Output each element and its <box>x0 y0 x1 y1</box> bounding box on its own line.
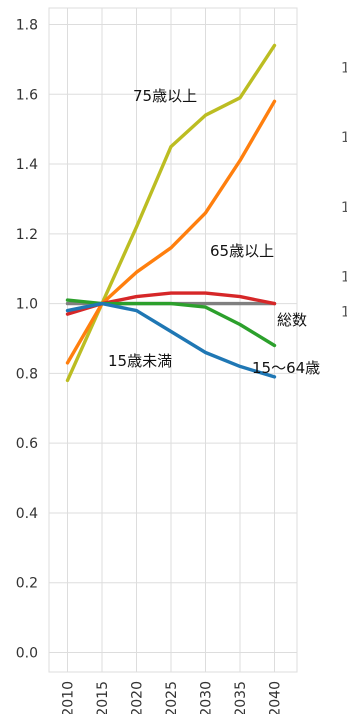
y-axis: 0.0 0.2 0.4 0.6 0.8 1.0 1.2 1.4 1.6 1.8 <box>16 18 38 662</box>
y-tick-label: 0.4 <box>16 506 38 522</box>
x-tick-label: 2015 <box>95 681 111 714</box>
gridlines <box>48 7 298 673</box>
x-tick-label: 2035 <box>233 681 249 714</box>
label-15-to-64: 15〜64歳 <box>252 359 320 377</box>
y-tick-label: 1.2 <box>16 227 38 243</box>
x-tick-label: 2020 <box>130 681 146 714</box>
y-tick-label: 0.2 <box>16 576 38 592</box>
y-tick-label: 1.8 <box>16 18 38 34</box>
cropped-tick-label: 1 <box>341 60 347 76</box>
cropped-tick-label: 1 <box>341 305 347 321</box>
cropped-tick-label: 1 <box>341 130 347 146</box>
label-under-15: 15歳未満 <box>108 352 172 370</box>
label-75-and-over: 75歳以上 <box>133 87 197 105</box>
y-tick-label: 0.8 <box>16 366 38 382</box>
cropped-tick-label: 1 <box>341 200 347 216</box>
label-total: 総数 <box>277 311 307 329</box>
x-tick-label: 2040 <box>268 681 284 714</box>
series-lines <box>65 43 277 383</box>
x-tick-label: 2025 <box>164 681 180 714</box>
cropped-tick-label: 1 <box>341 270 347 286</box>
y-tick-label: 1.6 <box>16 87 38 103</box>
x-tick-label: 2030 <box>199 681 215 714</box>
y-tick-label: 1.0 <box>16 297 38 313</box>
x-tick-label: 2010 <box>61 681 77 714</box>
y-tick-label: 0.6 <box>16 436 38 452</box>
cropped-right-axis: 1 1 1 1 1 <box>341 60 347 320</box>
label-65-and-over: 65歳以上 <box>210 242 274 260</box>
y-tick-label: 1.4 <box>16 157 38 173</box>
y-tick-label: 0.0 <box>16 646 38 662</box>
x-axis: 2010 2015 2020 2025 2030 2035 2040 <box>61 681 284 714</box>
plot-frame <box>48 7 298 673</box>
series-line <box>65 301 277 379</box>
